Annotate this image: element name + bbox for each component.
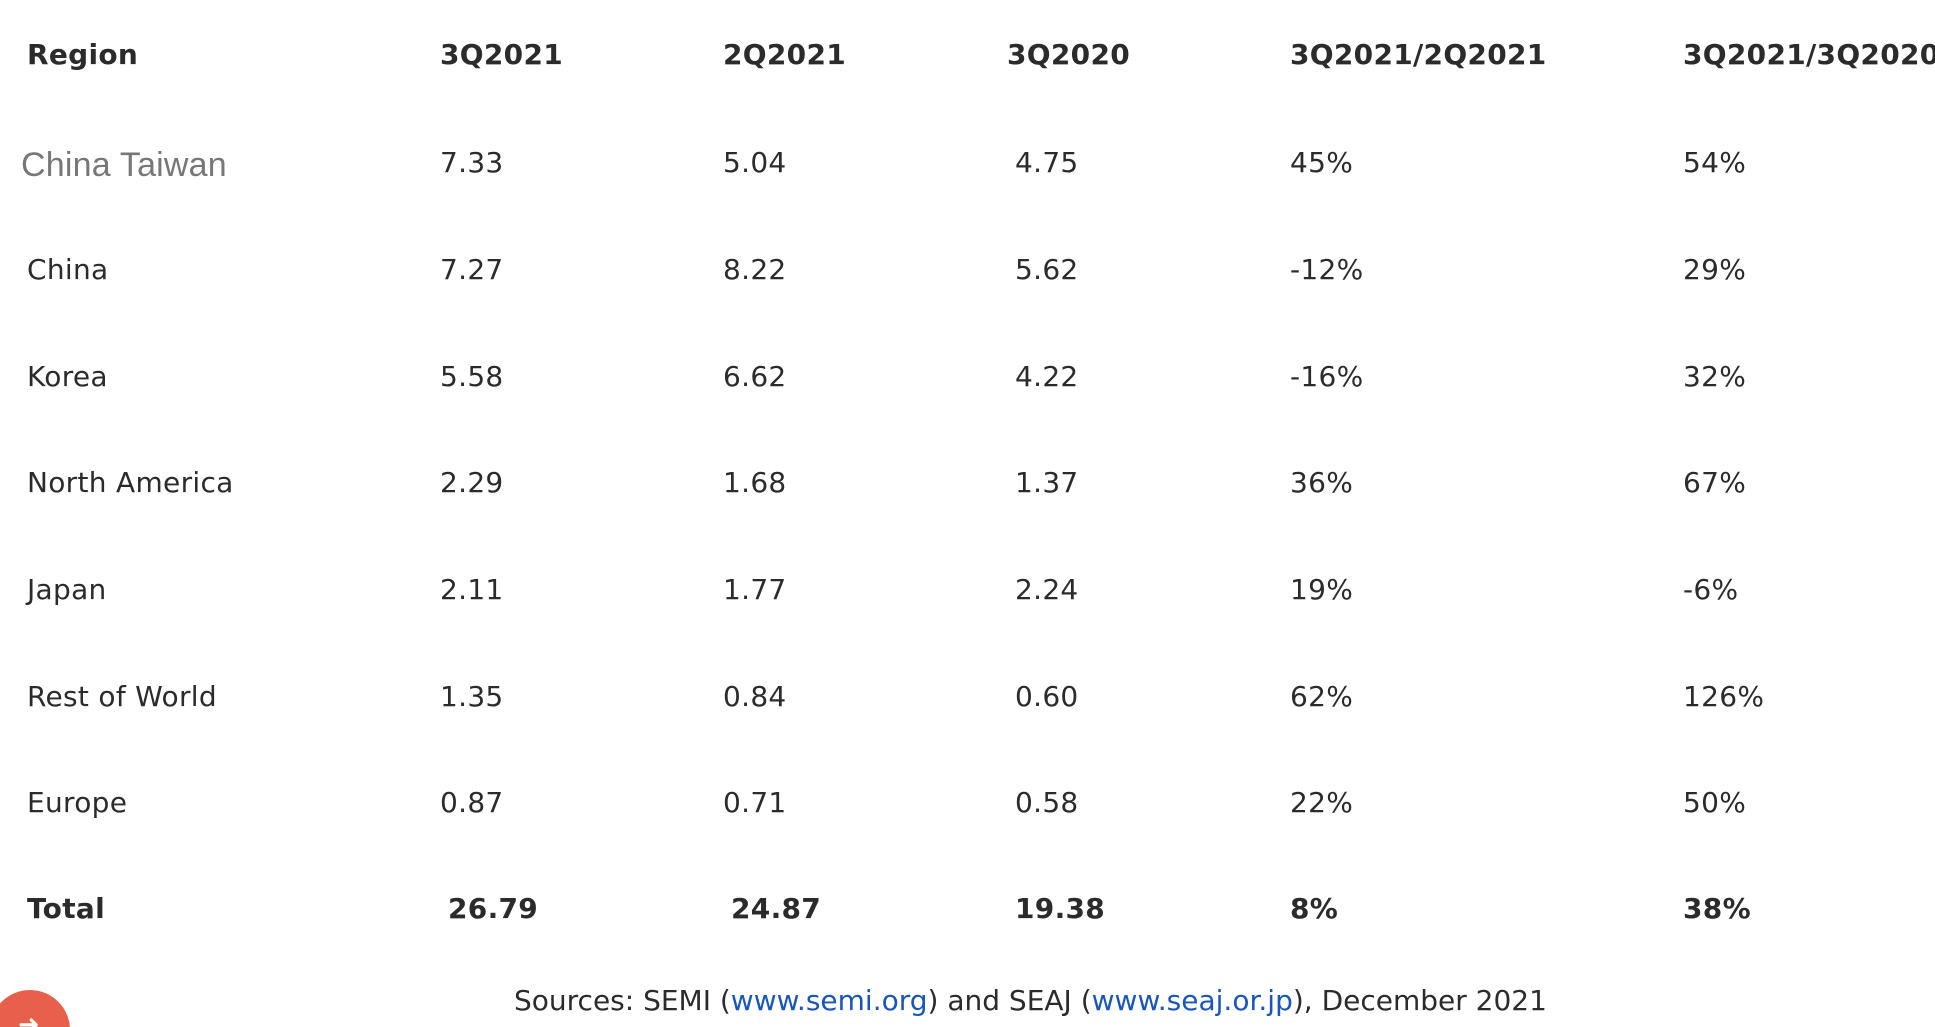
value-yoy-change: -6% <box>1683 573 1739 606</box>
value-qoq-change: -12% <box>1290 253 1364 286</box>
sources-suffix: ), December 2021 <box>1292 984 1547 1017</box>
value-3q2020: 2.24 <box>1015 573 1079 606</box>
value-3q2020: 1.37 <box>1015 466 1079 499</box>
value-3q2021: 0.87 <box>440 786 504 819</box>
value-3q2020: 0.60 <box>1015 680 1079 713</box>
floating-share-button[interactable]: ➜ <box>0 990 70 1027</box>
header-yoy-change: 3Q2021/3Q2020 <box>1683 38 1935 71</box>
value-qoq-change: 36% <box>1290 466 1354 499</box>
value-yoy-change: 32% <box>1683 360 1747 393</box>
value-3q2021: 2.29 <box>440 466 504 499</box>
value-3q2021: 7.33 <box>440 146 504 179</box>
region-name: Rest of World <box>27 680 217 713</box>
value-2q2021: 0.71 <box>723 786 787 819</box>
value-yoy-change: 126% <box>1683 680 1765 713</box>
total-yoy-change: 38% <box>1683 892 1751 925</box>
region-name: Japan <box>27 573 107 606</box>
header-3q2021: 3Q2021 <box>440 38 564 71</box>
seaj-link[interactable]: www.seaj.or.jp <box>1091 984 1293 1017</box>
value-2q2021: 6.62 <box>723 360 787 393</box>
region-name: North America <box>27 466 234 499</box>
region-name: Korea <box>27 360 108 393</box>
value-qoq-change: 45% <box>1290 146 1354 179</box>
region-name: China <box>27 253 109 286</box>
total-2q2021: 24.87 <box>731 892 822 925</box>
semi-link[interactable]: www.semi.org <box>730 984 928 1017</box>
value-2q2021: 0.84 <box>723 680 787 713</box>
arrow-right-icon: ➜ <box>18 1010 40 1027</box>
total-qoq-change: 8% <box>1290 892 1339 925</box>
value-qoq-change: -16% <box>1290 360 1364 393</box>
value-qoq-change: 22% <box>1290 786 1354 819</box>
value-3q2021: 1.35 <box>440 680 504 713</box>
value-2q2021: 5.04 <box>723 146 787 179</box>
total-3q2021: 26.79 <box>448 892 539 925</box>
value-3q2021: 2.11 <box>440 573 504 606</box>
total-label: Total <box>27 892 105 925</box>
value-2q2021: 1.68 <box>723 466 787 499</box>
sources-footer: Sources: SEMI (www.semi.org) and SEAJ (w… <box>514 984 1547 1018</box>
header-region: Region <box>27 38 139 71</box>
value-3q2020: 4.22 <box>1015 360 1079 393</box>
header-qoq-change: 3Q2021/2Q2021 <box>1290 38 1547 71</box>
header-2q2021: 2Q2021 <box>723 38 847 71</box>
value-3q2020: 0.58 <box>1015 786 1079 819</box>
sources-middle: ) and SEAJ ( <box>927 984 1092 1017</box>
value-qoq-change: 19% <box>1290 573 1354 606</box>
value-yoy-change: 67% <box>1683 466 1747 499</box>
value-qoq-change: 62% <box>1290 680 1354 713</box>
value-3q2021: 5.58 <box>440 360 504 393</box>
value-yoy-change: 54% <box>1683 146 1747 179</box>
value-3q2021: 7.27 <box>440 253 504 286</box>
region-name: Europe <box>27 786 128 819</box>
header-3q2020: 3Q2020 <box>1007 38 1131 71</box>
value-3q2020: 5.62 <box>1015 253 1079 286</box>
total-3q2020: 19.38 <box>1015 892 1106 925</box>
region-name: China Taiwan <box>21 146 227 184</box>
value-3q2020: 4.75 <box>1015 146 1079 179</box>
sources-prefix: Sources: SEMI ( <box>514 984 731 1017</box>
value-2q2021: 1.77 <box>723 573 787 606</box>
value-yoy-change: 29% <box>1683 253 1747 286</box>
value-yoy-change: 50% <box>1683 786 1747 819</box>
value-2q2021: 8.22 <box>723 253 787 286</box>
